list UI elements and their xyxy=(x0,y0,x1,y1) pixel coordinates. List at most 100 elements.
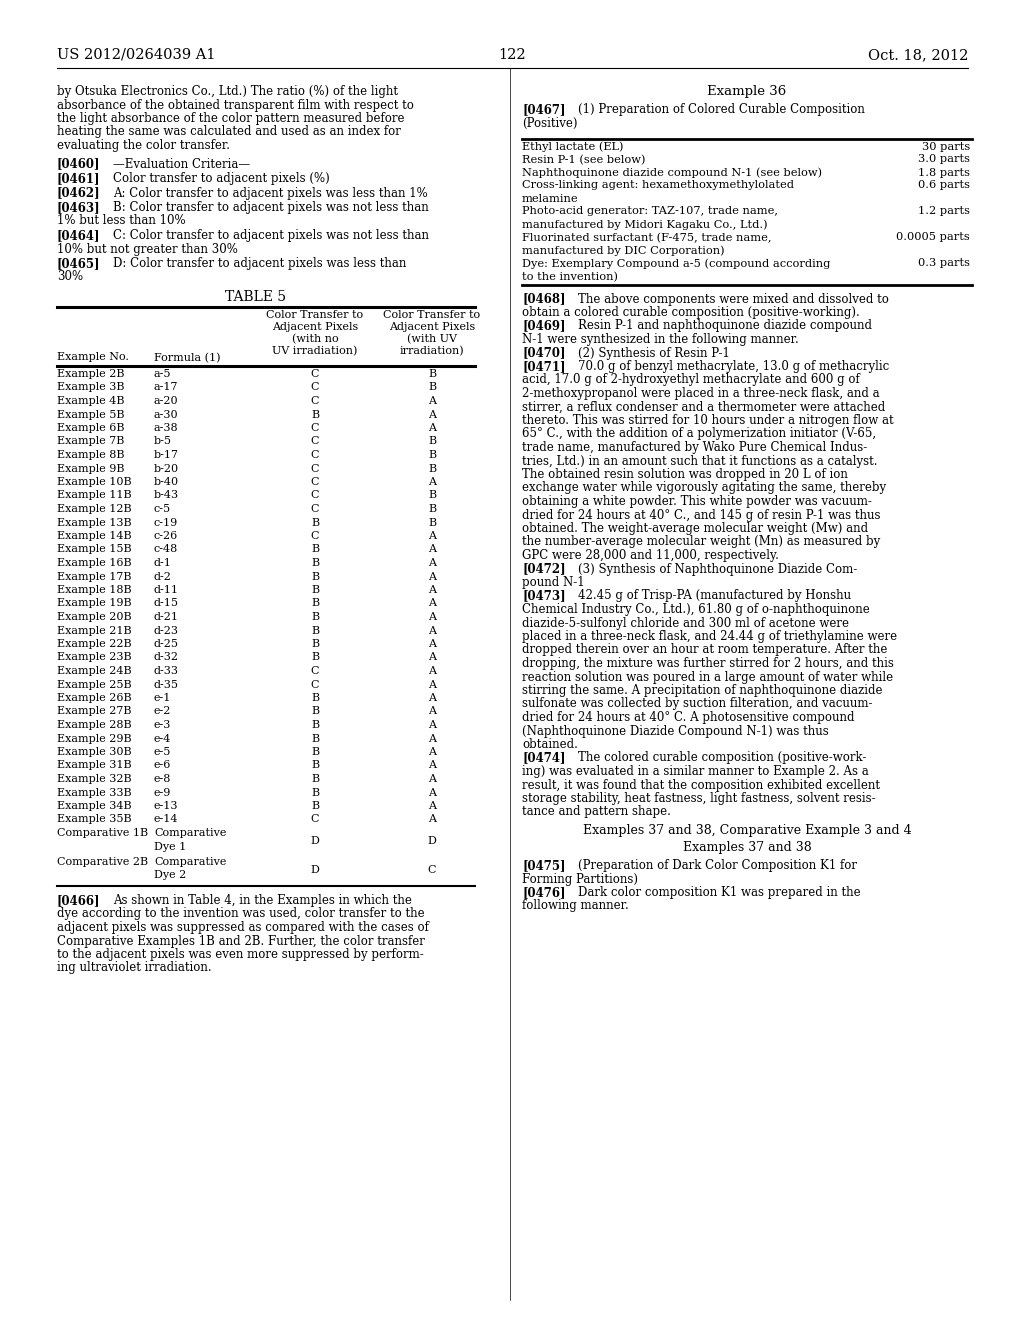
Text: C: C xyxy=(310,491,319,500)
Text: D: D xyxy=(428,836,436,846)
Text: B: B xyxy=(311,558,319,568)
Text: irradiation): irradiation) xyxy=(399,346,464,356)
Text: B: B xyxy=(428,504,436,513)
Text: Adjacent Pixels: Adjacent Pixels xyxy=(389,322,475,333)
Text: dried for 24 hours at 40° C. A photosensitive compound: dried for 24 hours at 40° C. A photosens… xyxy=(522,711,854,723)
Text: [0473]: [0473] xyxy=(522,590,565,602)
Text: b-40: b-40 xyxy=(154,477,179,487)
Text: Ethyl lactate (EL): Ethyl lactate (EL) xyxy=(522,141,624,152)
Text: (Positive): (Positive) xyxy=(522,117,578,129)
Text: d-1: d-1 xyxy=(154,558,172,568)
Text: a-30: a-30 xyxy=(154,409,178,420)
Text: Example 29B: Example 29B xyxy=(57,734,132,743)
Text: A: A xyxy=(428,531,436,541)
Text: A: A xyxy=(428,612,436,622)
Text: 3.0 parts: 3.0 parts xyxy=(918,154,970,165)
Text: Naphthoquinone diazide compound N-1 (see below): Naphthoquinone diazide compound N-1 (see… xyxy=(522,168,822,178)
Text: a-38: a-38 xyxy=(154,422,178,433)
Text: d-21: d-21 xyxy=(154,612,179,622)
Text: Color transfer to adjacent pixels (%): Color transfer to adjacent pixels (%) xyxy=(113,172,330,185)
Text: B: B xyxy=(311,517,319,528)
Text: A: A xyxy=(428,652,436,663)
Text: Comparative: Comparative xyxy=(154,828,226,838)
Text: Example No.: Example No. xyxy=(57,352,129,363)
Text: exchange water while vigorously agitating the same, thereby: exchange water while vigorously agitatin… xyxy=(522,482,886,495)
Text: heating the same was calculated and used as an index for: heating the same was calculated and used… xyxy=(57,125,400,139)
Text: ing) was evaluated in a similar manner to Example 2. As a: ing) was evaluated in a similar manner t… xyxy=(522,766,868,777)
Text: [0470]: [0470] xyxy=(522,346,565,359)
Text: Example 4B: Example 4B xyxy=(57,396,125,407)
Text: to the adjacent pixels was even more suppressed by perform-: to the adjacent pixels was even more sup… xyxy=(57,948,424,961)
Text: [0469]: [0469] xyxy=(522,319,565,333)
Text: C: C xyxy=(310,504,319,513)
Text: Example 24B: Example 24B xyxy=(57,667,132,676)
Text: Example 5B: Example 5B xyxy=(57,409,125,420)
Text: [0475]: [0475] xyxy=(522,859,565,873)
Text: B: B xyxy=(311,639,319,649)
Text: following manner.: following manner. xyxy=(522,899,629,912)
Text: Example 31B: Example 31B xyxy=(57,760,132,771)
Text: Example 23B: Example 23B xyxy=(57,652,132,663)
Text: c-48: c-48 xyxy=(154,544,178,554)
Text: ing ultraviolet irradiation.: ing ultraviolet irradiation. xyxy=(57,961,212,974)
Text: [0476]: [0476] xyxy=(522,886,565,899)
Text: reaction solution was poured in a large amount of water while: reaction solution was poured in a large … xyxy=(522,671,893,684)
Text: d-11: d-11 xyxy=(154,585,179,595)
Text: A: A xyxy=(428,719,436,730)
Text: a-5: a-5 xyxy=(154,370,171,379)
Text: Example 9B: Example 9B xyxy=(57,463,125,474)
Text: B: B xyxy=(311,409,319,420)
Text: TABLE 5: TABLE 5 xyxy=(225,290,287,304)
Text: B: B xyxy=(311,693,319,704)
Text: C: C xyxy=(310,814,319,825)
Text: by Otsuka Electronics Co., Ltd.) The ratio (%) of the light: by Otsuka Electronics Co., Ltd.) The rat… xyxy=(57,84,398,98)
Text: N-1 were synthesized in the following manner.: N-1 were synthesized in the following ma… xyxy=(522,333,799,346)
Text: A: A xyxy=(428,626,436,635)
Text: A: A xyxy=(428,693,436,704)
Text: dropping, the mixture was further stirred for 2 hours, and this: dropping, the mixture was further stirre… xyxy=(522,657,894,671)
Text: obtain a colored curable composition (positive-working).: obtain a colored curable composition (po… xyxy=(522,306,860,319)
Text: the light absorbance of the color pattern measured before: the light absorbance of the color patter… xyxy=(57,112,404,125)
Text: 1% but less than 10%: 1% but less than 10% xyxy=(57,214,185,227)
Text: Example 27B: Example 27B xyxy=(57,706,131,717)
Text: Example 22B: Example 22B xyxy=(57,639,132,649)
Text: A: A xyxy=(428,774,436,784)
Text: —Evaluation Criteria—: —Evaluation Criteria— xyxy=(113,157,250,170)
Text: Example 20B: Example 20B xyxy=(57,612,132,622)
Text: C: C xyxy=(310,370,319,379)
Text: trade name, manufactured by Wako Pure Chemical Indus-: trade name, manufactured by Wako Pure Ch… xyxy=(522,441,867,454)
Text: Example 11B: Example 11B xyxy=(57,491,132,500)
Text: C: C xyxy=(310,422,319,433)
Text: [0464]: [0464] xyxy=(57,228,100,242)
Text: 0.6 parts: 0.6 parts xyxy=(918,181,970,190)
Text: C: C xyxy=(310,383,319,392)
Text: B: B xyxy=(311,760,319,771)
Text: [0474]: [0474] xyxy=(522,751,565,764)
Text: b-5: b-5 xyxy=(154,437,172,446)
Text: Oct. 18, 2012: Oct. 18, 2012 xyxy=(867,48,968,62)
Text: A: A xyxy=(428,396,436,407)
Text: d-2: d-2 xyxy=(154,572,172,582)
Text: a-17: a-17 xyxy=(154,383,178,392)
Text: a-20: a-20 xyxy=(154,396,178,407)
Text: B: B xyxy=(311,774,319,784)
Text: Color Transfer to: Color Transfer to xyxy=(266,310,364,319)
Text: stirring the same. A precipitation of naphthoquinone diazide: stirring the same. A precipitation of na… xyxy=(522,684,883,697)
Text: Dye 2: Dye 2 xyxy=(154,870,186,880)
Text: As shown in Table 4, in the Examples in which the: As shown in Table 4, in the Examples in … xyxy=(113,894,412,907)
Text: B: B xyxy=(311,734,319,743)
Text: C: C xyxy=(428,865,436,875)
Text: Example 16B: Example 16B xyxy=(57,558,132,568)
Text: diazide-5-sulfonyl chloride and 300 ml of acetone were: diazide-5-sulfonyl chloride and 300 ml o… xyxy=(522,616,849,630)
Text: B: B xyxy=(311,626,319,635)
Text: C: C xyxy=(310,463,319,474)
Text: Formula (1): Formula (1) xyxy=(154,352,220,363)
Text: e-5: e-5 xyxy=(154,747,171,756)
Text: d-25: d-25 xyxy=(154,639,179,649)
Text: US 2012/0264039 A1: US 2012/0264039 A1 xyxy=(57,48,215,62)
Text: A: A xyxy=(428,598,436,609)
Text: Example 21B: Example 21B xyxy=(57,626,132,635)
Text: 10% but not greater than 30%: 10% but not greater than 30% xyxy=(57,243,238,256)
Text: [0463]: [0463] xyxy=(57,201,100,214)
Text: e-3: e-3 xyxy=(154,719,171,730)
